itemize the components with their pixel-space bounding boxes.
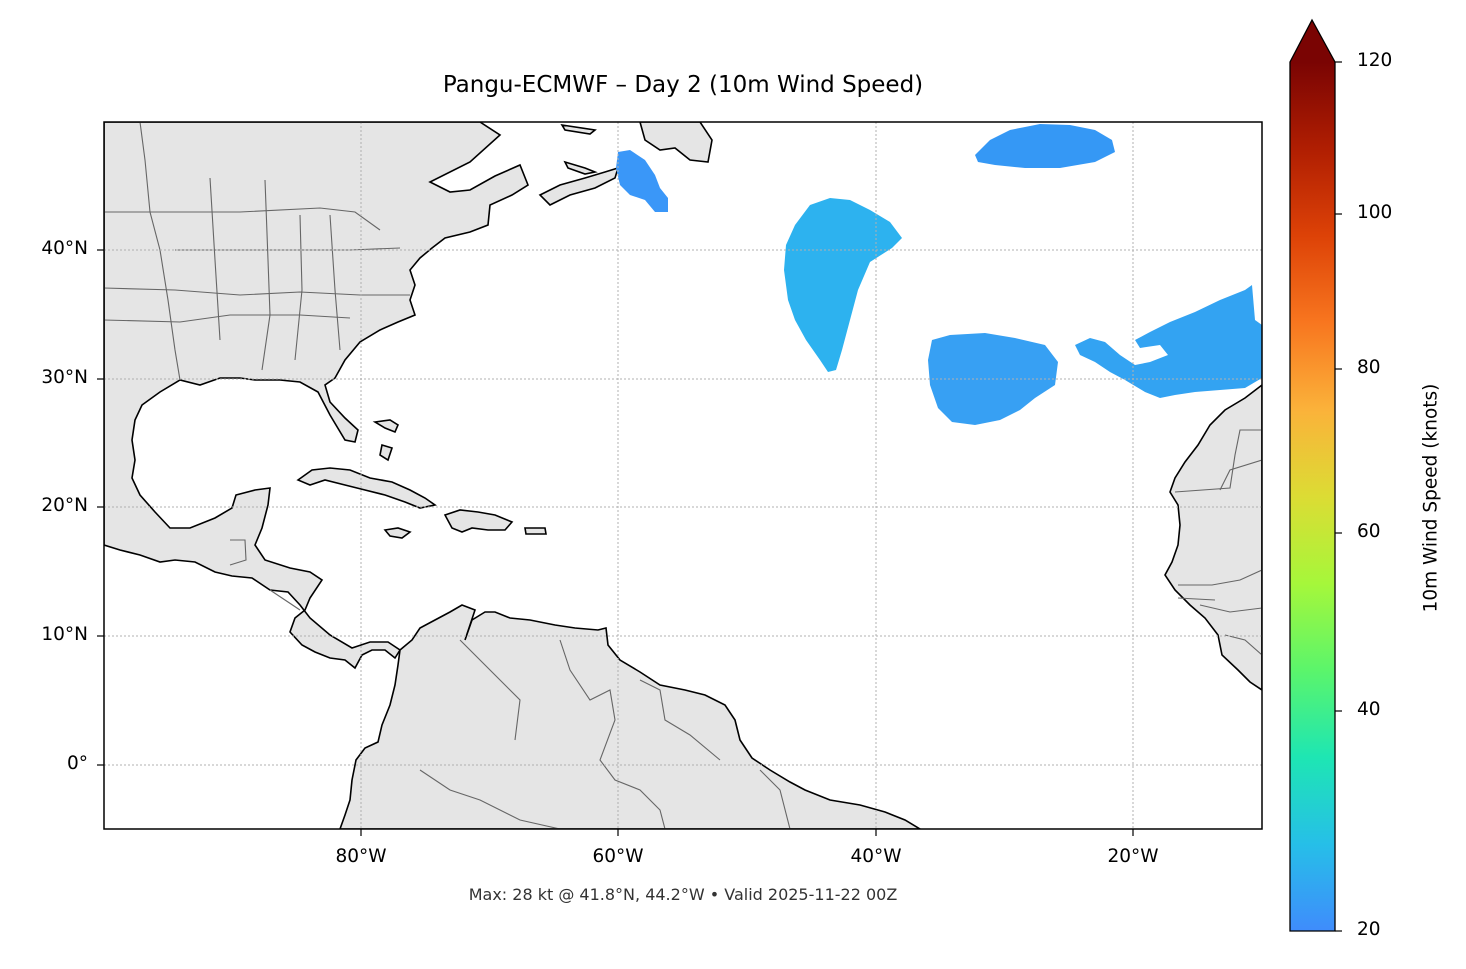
map-plot-area — [104, 122, 1262, 829]
africa-land — [1164, 383, 1262, 691]
y-tick-label: 40°N — [41, 238, 88, 259]
colorbar-label: 10m Wind Speed (knots) — [1420, 383, 1442, 613]
north-america-land — [104, 122, 529, 670]
map-title: Pangu-ECMWF – Day 2 (10m Wind Speed) — [442, 72, 924, 98]
jamaica-land — [383, 527, 412, 539]
south-america-land — [339, 604, 922, 829]
axis-tick-marks — [97, 249, 1134, 836]
y-tick-label: 30°N — [41, 367, 88, 388]
wind-speed-field — [616, 124, 1262, 425]
cuba-land — [296, 467, 437, 509]
colorbar-tick-label: 40 — [1357, 699, 1381, 720]
hispaniola-land — [443, 509, 514, 533]
colorbar — [1289, 18, 1342, 932]
bahamas-land — [372, 419, 400, 462]
colorbar-tick-label: 80 — [1357, 357, 1381, 378]
wind-region-north-atlantic — [975, 124, 1115, 168]
colorbar-extend-arrow — [1290, 20, 1335, 62]
x-tick-label: 40°W — [850, 846, 902, 867]
y-tick-label: 20°N — [41, 495, 88, 516]
colorbar-tick-label: 60 — [1357, 521, 1381, 542]
map-frame — [103, 121, 1263, 830]
y-tick-label: 10°N — [41, 624, 88, 645]
nova-scotia-land — [538, 166, 620, 206]
colorbar-tick-label: 120 — [1357, 50, 1393, 71]
max-wind-footer: Max: 28 kt @ 41.8°N, 44.2°W • Valid 2025… — [468, 885, 898, 904]
wind-region-central-atlantic — [784, 198, 902, 372]
gridlines — [104, 122, 1262, 829]
colorbar-tick-label: 100 — [1357, 202, 1393, 223]
x-tick-label: 60°W — [592, 846, 644, 867]
colorbar-tick-label: 20 — [1357, 919, 1381, 940]
pei-island — [560, 123, 598, 175]
puerto-rico-land — [524, 527, 547, 535]
colorbar-gradient — [1290, 62, 1335, 931]
x-tick-label: 20°W — [1107, 846, 1159, 867]
x-tick-label: 80°W — [335, 846, 387, 867]
y-tick-label: 0° — [66, 753, 88, 774]
wind-region-newfoundland — [616, 150, 668, 212]
newfoundland-land — [639, 122, 713, 163]
wind-region-canaries — [1075, 285, 1262, 398]
